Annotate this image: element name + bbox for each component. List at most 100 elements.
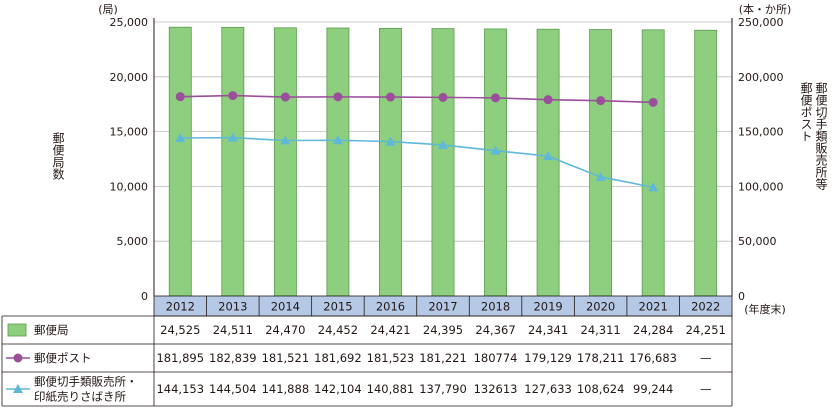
category-label: 2019 (533, 300, 562, 314)
category-label: 2014 (271, 300, 300, 314)
series-point (438, 139, 448, 149)
table-cell: 24,367 (475, 323, 515, 337)
category-label: 2021 (639, 300, 668, 314)
table-cell: 127,633 (524, 382, 572, 396)
table-cell: 144,504 (209, 382, 257, 396)
table-cell: 24,341 (528, 323, 568, 337)
category-label: 2020 (586, 300, 615, 314)
right-axis-unit: (本・か所) (739, 2, 792, 16)
table-cell: 141,888 (262, 382, 310, 396)
series-point (490, 145, 501, 155)
right-axis-label: 郵便ポスト (799, 82, 813, 142)
right-tick-label: 200,000 (738, 71, 784, 84)
right-tick-label: 0 (738, 290, 745, 303)
table-cell: 24,311 (581, 323, 621, 337)
table-cell: 24,452 (318, 323, 358, 337)
bar (484, 28, 507, 297)
table-cell: 137,790 (419, 382, 467, 396)
category-label: 2013 (218, 300, 247, 314)
series-point (648, 97, 658, 107)
bar-series (168, 26, 718, 297)
bar (536, 28, 560, 297)
axes: 0 0 5,000 50,000 10,000 100,000 15,000 150,000 2… (110, 16, 829, 303)
right-axis-label: 郵便切手類販売所等 (814, 82, 828, 190)
x-axis-unit: (年度末) (744, 302, 786, 316)
table-cell: 179,129 (524, 351, 572, 365)
left-tick-label: 0 (141, 290, 148, 303)
bar (326, 27, 350, 297)
table-cell: 24,511 (213, 323, 253, 337)
category-label: 2017 (428, 300, 457, 314)
series-point (596, 96, 606, 106)
category-label: 2018 (481, 300, 510, 314)
legend-swatch (7, 323, 27, 337)
left-axis-label: 郵便局数 (51, 132, 65, 181)
table-cell: 176,683 (629, 351, 677, 365)
series-point (228, 91, 238, 101)
line-series (175, 91, 659, 192)
category-label: 2022 (691, 300, 720, 314)
table-cell: 142,104 (314, 382, 362, 396)
series-point (595, 171, 606, 181)
series-point (543, 151, 554, 161)
table-cell: — (700, 382, 712, 396)
series-point (175, 133, 186, 143)
series-point (385, 92, 395, 102)
series-point (280, 92, 290, 102)
series-point (175, 92, 185, 102)
table-cell: 24,284 (633, 323, 673, 337)
left-tick-label: 10,000 (110, 180, 149, 193)
table-cell: 180774 (474, 351, 518, 365)
legend-label: 郵便局 (34, 323, 69, 337)
table-cell: 182,839 (209, 351, 257, 365)
series-point (648, 182, 659, 192)
bar (431, 28, 455, 297)
left-axis-unit: (局) (98, 3, 118, 16)
series-point (332, 135, 343, 145)
table-cell: 181,521 (262, 351, 310, 365)
right-tick-label: 50,000 (738, 235, 777, 248)
series-point (438, 92, 448, 102)
bar (641, 29, 665, 297)
bar (273, 27, 297, 297)
table-cell: 140,881 (367, 382, 415, 396)
table-cell: 181,523 (367, 351, 415, 365)
data-table: 2012 2013 2014 2015 2016 2017 2018 2019 2020 2021… (1, 295, 733, 407)
series-line (180, 136, 654, 189)
table-cell: 132613 (474, 382, 518, 396)
series-point (385, 136, 396, 146)
category-label: 2012 (166, 300, 195, 314)
left-tick-label: 25,000 (110, 16, 149, 29)
legend-label: 郵便ポスト (34, 351, 92, 365)
category-label: 2016 (376, 300, 405, 314)
table-cell: 108,624 (577, 382, 625, 396)
table-cell: 24,421 (370, 323, 410, 337)
bar (168, 26, 192, 297)
table-cell: 24,525 (160, 323, 200, 337)
table-cell: 24,251 (686, 323, 726, 337)
bar (589, 29, 613, 297)
table-cell: 178,211 (577, 351, 625, 365)
right-tick-label: 100,000 (738, 180, 784, 193)
bar (694, 29, 718, 297)
right-tick-label: 150,000 (738, 126, 784, 139)
legend-marker (13, 384, 23, 393)
series-point (333, 92, 343, 102)
category-label: 2015 (323, 300, 352, 314)
legend-label: 印紙売りさばき所 (34, 390, 126, 404)
table-cell: 144,153 (156, 382, 204, 396)
table-cell: — (700, 351, 712, 365)
table-cell: 181,692 (314, 351, 362, 365)
table-cell: 181,221 (419, 351, 467, 365)
series-point (280, 135, 291, 145)
series-point (227, 132, 238, 142)
bar (379, 27, 402, 297)
left-tick-label: 15,000 (110, 126, 149, 139)
table-cell: 24,395 (423, 323, 463, 337)
left-tick-label: 5,000 (117, 235, 149, 248)
bar (221, 26, 245, 297)
table-cell: 24,470 (265, 323, 305, 337)
legend-marker (13, 353, 23, 363)
table-cell: 181,895 (156, 351, 204, 365)
